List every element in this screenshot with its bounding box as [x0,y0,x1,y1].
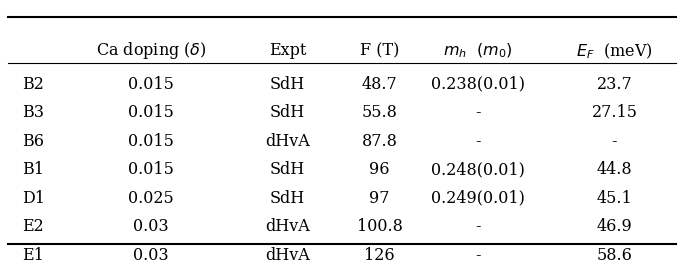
Text: 0.025: 0.025 [129,190,174,207]
Text: 0.015: 0.015 [129,76,174,93]
Text: 23.7: 23.7 [596,76,633,93]
Text: 0.248(0.01): 0.248(0.01) [432,161,525,178]
Text: -: - [475,133,481,150]
Text: 0.03: 0.03 [133,218,169,235]
Text: SdH: SdH [270,161,305,178]
Text: 46.9: 46.9 [596,218,633,235]
Text: 96: 96 [369,161,390,178]
Text: -: - [611,133,617,150]
Text: SdH: SdH [270,76,305,93]
Text: 27.15: 27.15 [592,104,637,121]
Text: 48.7: 48.7 [362,76,397,93]
Text: 55.8: 55.8 [362,104,397,121]
Text: SdH: SdH [270,190,305,207]
Text: 0.015: 0.015 [129,133,174,150]
Text: 0.015: 0.015 [129,104,174,121]
Text: D1: D1 [22,190,45,207]
Text: $m_h$  $(m_0)$: $m_h$ $(m_0)$ [443,42,513,60]
Text: B2: B2 [22,76,44,93]
Text: SdH: SdH [270,104,305,121]
Text: 44.8: 44.8 [596,161,632,178]
Text: $E_F$  (meV): $E_F$ (meV) [576,41,653,61]
Text: 0.238(0.01): 0.238(0.01) [431,76,525,93]
Text: F (T): F (T) [360,43,399,59]
Text: -: - [475,218,481,235]
Text: 45.1: 45.1 [596,190,633,207]
Text: Expt: Expt [269,43,306,59]
Text: E1: E1 [22,247,44,264]
Text: 100.8: 100.8 [356,218,402,235]
Text: 87.8: 87.8 [362,133,397,150]
Text: 0.249(0.01): 0.249(0.01) [432,190,525,207]
Text: dHvA: dHvA [265,133,310,150]
Text: -: - [475,104,481,121]
Text: B1: B1 [22,161,44,178]
Text: 58.6: 58.6 [596,247,633,264]
Text: 126: 126 [364,247,395,264]
Text: dHvA: dHvA [265,247,310,264]
Text: B3: B3 [22,104,44,121]
Text: 0.015: 0.015 [129,161,174,178]
Text: -: - [475,247,481,264]
Text: 97: 97 [369,190,390,207]
Text: B6: B6 [22,133,44,150]
Text: dHvA: dHvA [265,218,310,235]
Text: E2: E2 [22,218,44,235]
Text: 0.03: 0.03 [133,247,169,264]
Text: Ca doping ($\delta$): Ca doping ($\delta$) [96,40,207,62]
